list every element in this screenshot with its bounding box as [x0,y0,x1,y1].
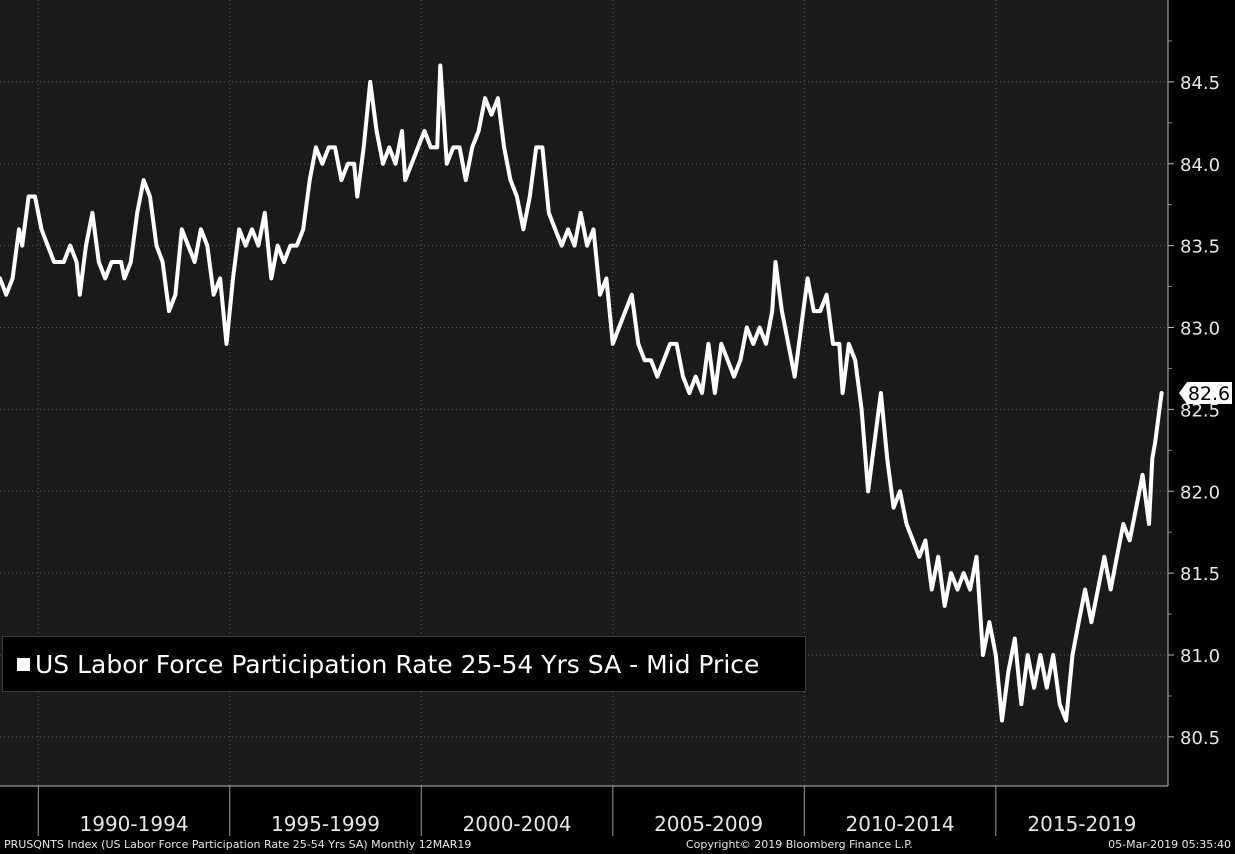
series-line [0,63,1164,723]
x-period-label: 2000-2004 [463,812,572,836]
grid-layer [0,0,1168,786]
x-axis-panel [0,786,1235,836]
legend: US Labor Force Participation Rate 25-54 … [2,636,806,692]
series-layer [0,63,1164,723]
footer-timestamp: 05-Mar-2019 05:35:40 [1108,838,1231,851]
x-period-label: 1995-1999 [271,812,380,836]
last-value-marker: 82.6 [1179,382,1232,405]
y-tick-label: 84.5 [1180,73,1220,94]
x-period-label: 2005-2009 [654,812,763,836]
footer-copyright: Copyright© 2019 Bloomberg Finance L.P. [686,838,913,851]
x-period-label: 2015-2019 [1027,812,1136,836]
y-tick-label: 83.0 [1180,319,1220,340]
y-tick-label: 81.0 [1180,646,1220,667]
x-period-label: 2010-2014 [846,812,955,836]
legend-label: US Labor Force Participation Rate 25-54 … [35,649,760,679]
y-tick-label: 80.5 [1180,728,1220,749]
y-tick-label: 84.0 [1180,155,1220,176]
last-value-label: 82.6 [1188,383,1230,405]
legend-swatch [17,657,30,671]
y-tick-label: 81.5 [1180,564,1220,585]
y-tick-label: 82.0 [1180,482,1220,503]
x-period-label: 1990-1994 [80,812,189,836]
footer-source: PRUSQNTS Index (US Labor Force Participa… [4,838,472,851]
last-value-tag [1179,382,1232,404]
y-axis: 80.5 81.0 81.5 82.0 82.5 83.0 83.5 84.0 84.5 [1167,0,1220,786]
y-tick-label: 82.5 [1180,400,1220,421]
x-axis: 1990-1994 1995-1999 2000-2004 2005-2009 2010… [0,785,1168,836]
y-tick-label: 83.5 [1180,237,1220,258]
